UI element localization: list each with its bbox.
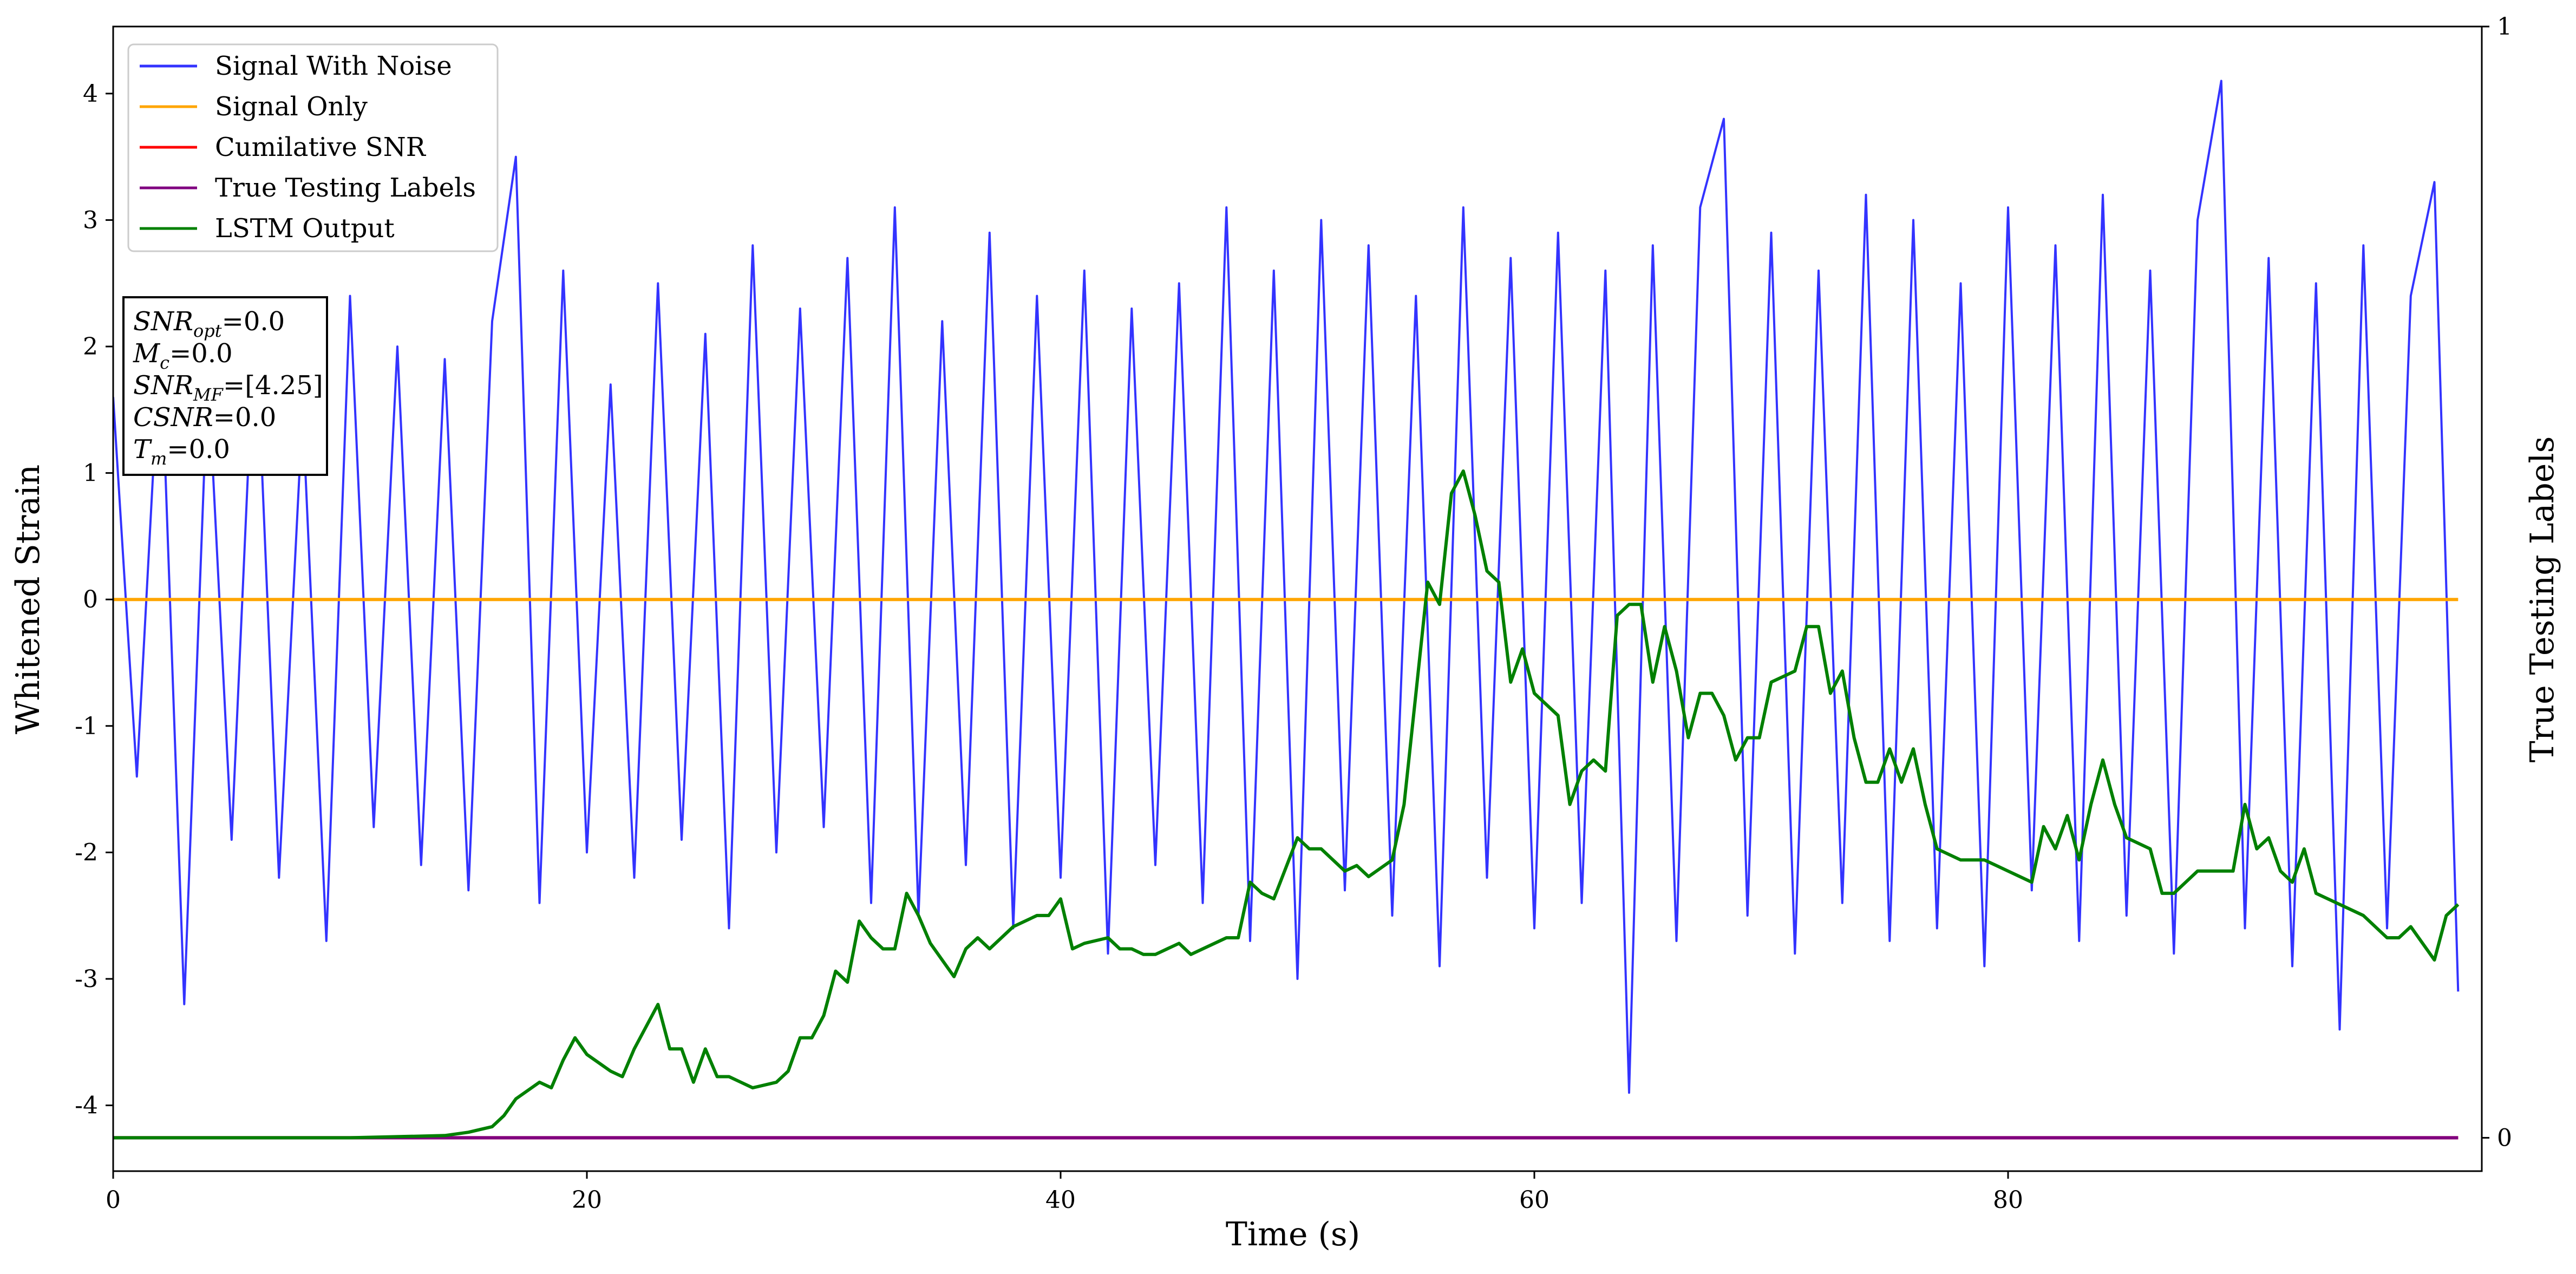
annotation-subscript: opt (193, 321, 222, 341)
y-tick-label: -4 (75, 1092, 98, 1120)
legend-box (127, 43, 499, 252)
x-tick-label: 0 (106, 1186, 121, 1214)
annotation-subscript: MF (193, 384, 224, 405)
annotation-subscript: m (151, 448, 167, 469)
annotation-symbol: M (133, 338, 161, 369)
annotation-symbol: SNR (133, 306, 193, 337)
x-axis-label: Time (s) (1226, 1216, 1360, 1253)
annotation-value: =0.0 (222, 306, 285, 337)
annotation-line: SNRMF=[4.25] (133, 370, 323, 405)
x-tick-label: 60 (1519, 1186, 1549, 1214)
y-tick-label: -1 (75, 713, 98, 740)
y-axis-label: Whitened Strain (9, 465, 47, 734)
series-line (113, 469, 2460, 1140)
y-tick-label: 1 (83, 460, 98, 487)
annotation-line: Mc=0.0 (133, 338, 233, 373)
series-line (113, 80, 2460, 1094)
annotation-line: CSNR=0.0 (133, 402, 276, 433)
x-tick-label: 20 (572, 1186, 602, 1214)
annotation-box (122, 296, 328, 476)
annotation-value: =0.0 (213, 402, 277, 433)
legend-label: LSTM Output (215, 213, 395, 244)
legend-label: Signal With Noise (215, 51, 452, 81)
annotation-value: =0.0 (169, 338, 233, 369)
annotation-symbol: T (133, 434, 152, 465)
y2-tick-label: 1 (2497, 13, 2512, 41)
y-tick-label: 2 (83, 333, 98, 361)
annotation-symbol: CSNR (133, 402, 213, 433)
x-tick-label: 80 (1993, 1186, 2023, 1214)
y-tick-label: 4 (83, 80, 98, 108)
x-tick-label: 40 (1045, 1186, 1076, 1214)
y-tick-label: -2 (75, 839, 98, 866)
y-tick-label: 3 (83, 206, 98, 234)
y-tick-label: 0 (83, 586, 98, 613)
annotation-line: Tm=0.0 (133, 434, 230, 469)
plot-area (113, 80, 2460, 1140)
y2-tick-label: 0 (2497, 1124, 2512, 1152)
annotation-value: =0.0 (167, 434, 230, 465)
annotation-symbol: SNR (133, 370, 193, 401)
y-tick-label: -3 (75, 965, 98, 993)
legend-label: Cumilative SNR (215, 132, 427, 162)
y2-axis-label: True Testing Labels (2523, 436, 2561, 763)
legend-label: True Testing Labels (215, 173, 476, 203)
plot-frame (112, 25, 2483, 1172)
legend-label: Signal Only (215, 92, 368, 122)
annotation-value: =[4.25] (223, 370, 323, 401)
annotation-subscript: c (160, 352, 169, 373)
annotation-line: SNRopt=0.0 (133, 306, 285, 341)
